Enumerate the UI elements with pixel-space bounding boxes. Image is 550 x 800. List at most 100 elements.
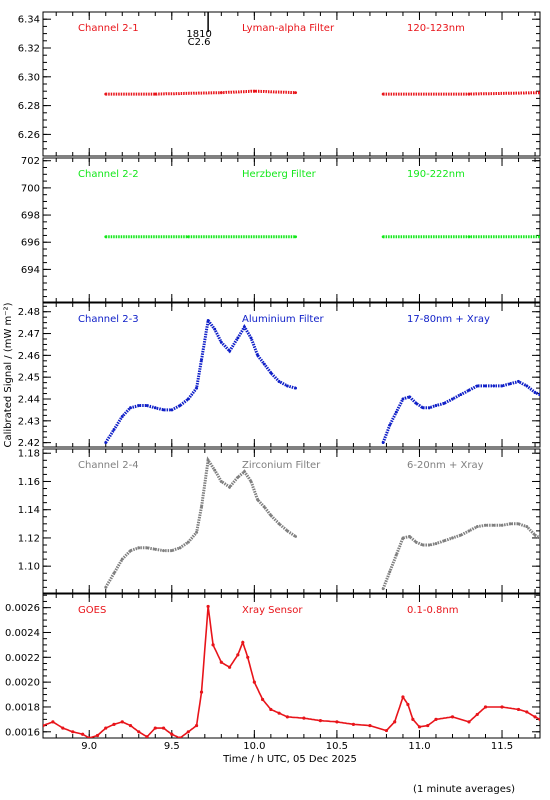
chart-panels: 6.26 6.28 6.30 6.32 6.34 Channel 2-1 Lyman-alp… [5,11,541,739]
data-point [277,711,281,715]
data-point [161,726,166,730]
panel-label: Herzberg Filter [242,169,317,180]
data-point [87,736,91,738]
y-tick-label: 2.42 [18,438,40,449]
series-markers [381,522,540,590]
data-point [51,720,55,724]
data-point [112,722,116,726]
data-point [211,643,215,647]
y-tick-label: 1.14 [18,505,40,516]
data-point [525,710,529,714]
data-point [95,733,100,738]
y-tick-label: 2.43 [18,416,40,427]
data-point [450,715,455,719]
x-tick-label: 11.0 [408,741,430,752]
panel-label: Zirconium Filter [242,460,321,471]
flare-time-label: 1810 [186,29,211,40]
data-point [533,715,537,719]
data-point [137,730,141,734]
data-point [351,722,356,726]
x-tick-label: 11.5 [491,741,513,752]
y-tick-label: 6.26 [18,130,40,141]
y-tick-label: 1.10 [18,562,40,573]
y-axis-label: Calibrated Signal / (mW m⁻²) [3,302,14,447]
panel-label: Channel 2-1 [78,23,139,34]
panel-label: Channel 2-3 [78,314,139,325]
y-tick-label: 0.0024 [5,628,40,639]
y-tick-label: 2.44 [18,395,40,406]
data-point [294,91,298,95]
panel-label: Aluminium Filter [242,314,325,325]
x-tick-label: 9.0 [81,741,97,752]
flare-class-label: C2.6 [188,37,211,48]
data-point [294,235,298,239]
y-tick-label: 0.0022 [5,653,40,664]
panel-frame [42,302,541,448]
data-point [194,723,199,728]
data-point [120,720,124,724]
data-point [104,726,108,730]
x-axis: 9.0 9.5 10.0 10.5 11.0 11.5 [81,741,513,752]
y-tick-label: 0.0026 [5,603,40,614]
data-point [170,732,174,736]
panel-label: Channel 2-2 [78,169,139,180]
series [43,604,540,738]
data-point [128,723,133,728]
series-markers [383,91,540,96]
data-point [426,723,430,728]
x-tick-label: 9.5 [164,741,180,752]
panel-frame [42,593,541,739]
data-point [516,707,521,712]
series-line [43,606,540,738]
data-point [500,705,504,709]
y-tick-label: 0.0018 [5,702,40,713]
y-tick-label: 1.18 [18,449,40,460]
data-point [153,726,157,730]
series [104,456,540,591]
panel-label: 17-80nm + Xray [407,314,490,325]
panel-frame [42,157,541,303]
panel-5: 0.0016 0.0018 0.0020 0.0022 0.0024 0.0026 GOES… [5,593,541,739]
y-tick-label: 2.46 [18,351,40,362]
data-point [206,604,210,609]
data-point [411,717,415,721]
data-point [434,717,438,721]
data-point [417,725,422,729]
data-point [318,719,322,723]
y-tick-label: 2.48 [18,307,40,318]
series [104,317,540,445]
panel-1: 6.26 6.28 6.30 6.32 6.34 Channel 2-1 Lyman-alp… [18,11,541,157]
y-tick-label: 700 [21,183,40,194]
data-point [236,653,240,657]
data-point [227,665,232,669]
panel-label: Xray Sensor [242,605,303,616]
data-point [81,732,85,736]
panel-2: 694 696 698 700 702 Channel 2-2 Herzberg Filte… [21,156,541,303]
y-tick-label: 6.30 [18,72,40,83]
x-tick-label: 10.5 [326,741,348,752]
y-tick-label: 1.16 [18,477,40,488]
y-tick-label: 6.34 [18,15,40,26]
data-point [393,720,397,724]
data-point [475,712,479,717]
x-tick-label: 10.0 [243,741,265,752]
data-point [302,716,306,720]
data-point [252,680,256,684]
data-point [246,655,250,659]
y-tick-label: 698 [21,211,40,222]
data-point [145,735,149,738]
data-point [186,730,190,734]
panel-label: 0.1-0.8nm [407,605,459,616]
y-tick-label: 6.32 [18,44,40,55]
data-point [538,717,540,721]
footer-note: (1 minute averages) [413,784,515,795]
x-axis-label: Time / h UTC, 05 Dec 2025 [222,754,357,765]
series-markers [105,89,296,96]
y-tick-label: 6.28 [18,101,40,112]
panel-label: Lyman-alpha Filter [242,23,335,34]
data-point [178,736,182,738]
data-point [241,640,245,645]
series-markers [104,456,297,589]
